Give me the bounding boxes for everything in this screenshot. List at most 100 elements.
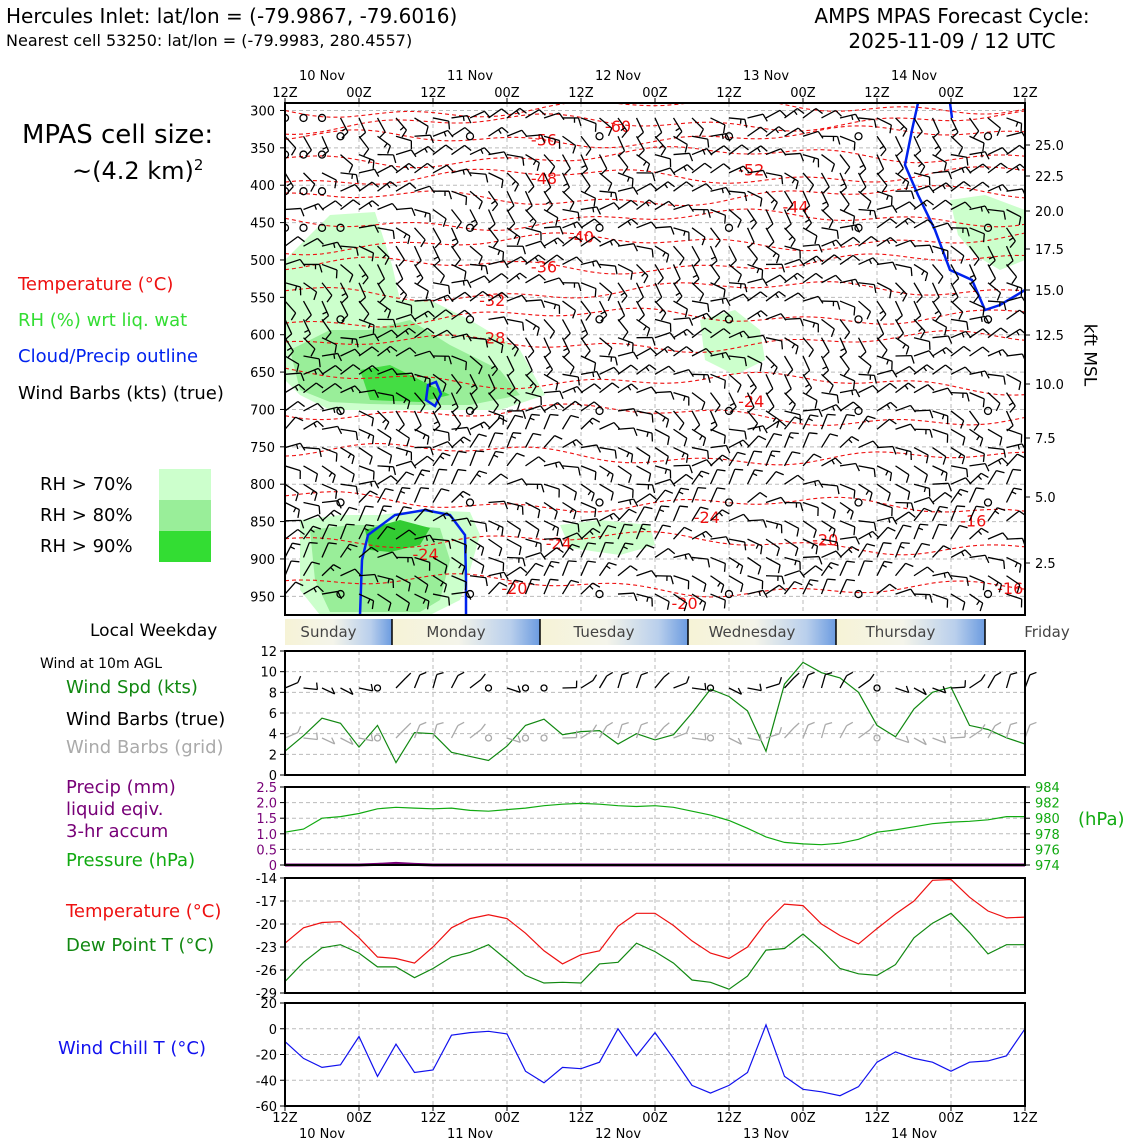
barb-half-flag	[480, 149, 484, 155]
wind-barb-grid-10m-flag	[663, 722, 670, 728]
barb-staff	[432, 245, 441, 261]
wind-barb	[802, 337, 814, 358]
wind-barb	[580, 501, 597, 518]
barb-staff	[580, 206, 597, 211]
barb-staff	[839, 172, 848, 188]
barb-half-flag	[403, 398, 407, 404]
barb-staff	[358, 524, 367, 540]
barb-flag	[976, 505, 985, 509]
barb-staff	[580, 383, 595, 394]
wind-barb	[524, 413, 540, 430]
barb-half-flag	[367, 598, 371, 604]
wind-barb	[299, 187, 308, 196]
barb-flag	[424, 508, 433, 513]
barb-flag	[873, 468, 876, 478]
barb-flag	[478, 433, 487, 438]
wind-barb-grid-10m	[395, 727, 407, 739]
barb-flag	[466, 591, 472, 600]
wind-barb-grid-10m	[580, 730, 594, 739]
barb-flag	[495, 450, 504, 454]
wind-barb	[395, 227, 411, 245]
wind-barb	[599, 421, 621, 430]
barb-flag	[962, 437, 966, 446]
barb-staff	[617, 524, 625, 540]
cell-size-value: ~(4.2 km)2	[72, 156, 203, 185]
wind-barb	[525, 254, 546, 265]
wind-barb	[931, 505, 948, 522]
barb-staff	[968, 505, 977, 522]
barb-flag	[670, 575, 674, 585]
wind-barb	[987, 469, 1005, 485]
barb-staff	[617, 263, 633, 273]
wind-barb	[854, 132, 863, 141]
wind-barb	[303, 501, 321, 515]
wind-barb	[599, 172, 613, 192]
wind-barb	[876, 560, 893, 577]
wind-barb	[488, 316, 509, 325]
wind-barb	[932, 245, 949, 260]
wind-barb	[432, 512, 454, 522]
wind-barb	[894, 562, 914, 577]
barb-staff	[876, 117, 892, 126]
barb-staff	[543, 237, 559, 247]
barb-staff	[839, 337, 848, 353]
barb-flag	[772, 202, 778, 211]
wind-barb	[395, 529, 417, 540]
wind-barb	[543, 560, 560, 577]
wind-barb	[336, 223, 345, 232]
wind-barb	[321, 365, 343, 375]
wind-barb	[321, 241, 343, 250]
barb-staff	[561, 544, 573, 558]
barb-half-flag	[757, 147, 761, 153]
barb-flag	[445, 309, 453, 316]
barb-staff	[1006, 575, 1021, 586]
wind-barb-grid-10m	[598, 725, 608, 739]
barb-half-flag	[569, 508, 574, 514]
wind-barb	[728, 439, 750, 449]
wind-barb	[839, 355, 850, 377]
barb-staff	[839, 318, 851, 333]
barb-half-flag	[290, 546, 296, 550]
barb-flag	[808, 184, 815, 193]
barb-staff	[432, 469, 440, 485]
barb-flag	[821, 205, 829, 212]
barb-flag	[809, 432, 818, 435]
xsection-ytick-label: 650	[250, 366, 275, 381]
barb-staff	[876, 418, 890, 430]
barb-staff	[802, 130, 819, 137]
barb-staff	[321, 465, 336, 476]
wind-barb-true-10m-flag	[436, 672, 444, 676]
wind-barb	[302, 541, 318, 558]
wind-barb	[488, 571, 509, 580]
cell-size-number: ~(4.2 km)	[72, 157, 194, 185]
barb-staff	[561, 560, 569, 576]
barb-staff	[1005, 264, 1018, 278]
wind-barb	[524, 562, 544, 577]
barb-flag	[805, 222, 812, 230]
barb-half-flag	[961, 332, 965, 338]
barb-staff	[414, 227, 426, 241]
barb-flag	[958, 147, 964, 156]
barb-staff	[876, 483, 891, 494]
barb-flag	[926, 199, 934, 206]
barb-flag	[483, 421, 491, 429]
top-hour-label: 12Z	[864, 86, 890, 101]
barb-flag	[518, 546, 522, 556]
barb-flag	[334, 382, 343, 390]
barb-flag	[792, 451, 801, 455]
wind-barb	[931, 135, 942, 157]
wind-barb	[376, 282, 386, 304]
barb-flag	[464, 309, 472, 316]
barb-half-flag	[980, 206, 983, 212]
wind-barb	[636, 221, 658, 229]
barb-half-flag	[330, 566, 335, 572]
barb-flag	[427, 145, 435, 153]
barb-flag	[514, 414, 524, 418]
calm-circle	[299, 187, 308, 196]
barb-flag	[688, 153, 694, 162]
barb-staff	[783, 451, 793, 467]
barb-flag	[669, 167, 676, 176]
barb-flag	[684, 308, 688, 318]
calm-circle	[465, 589, 475, 599]
top-date-label: 12 Nov	[595, 69, 641, 84]
